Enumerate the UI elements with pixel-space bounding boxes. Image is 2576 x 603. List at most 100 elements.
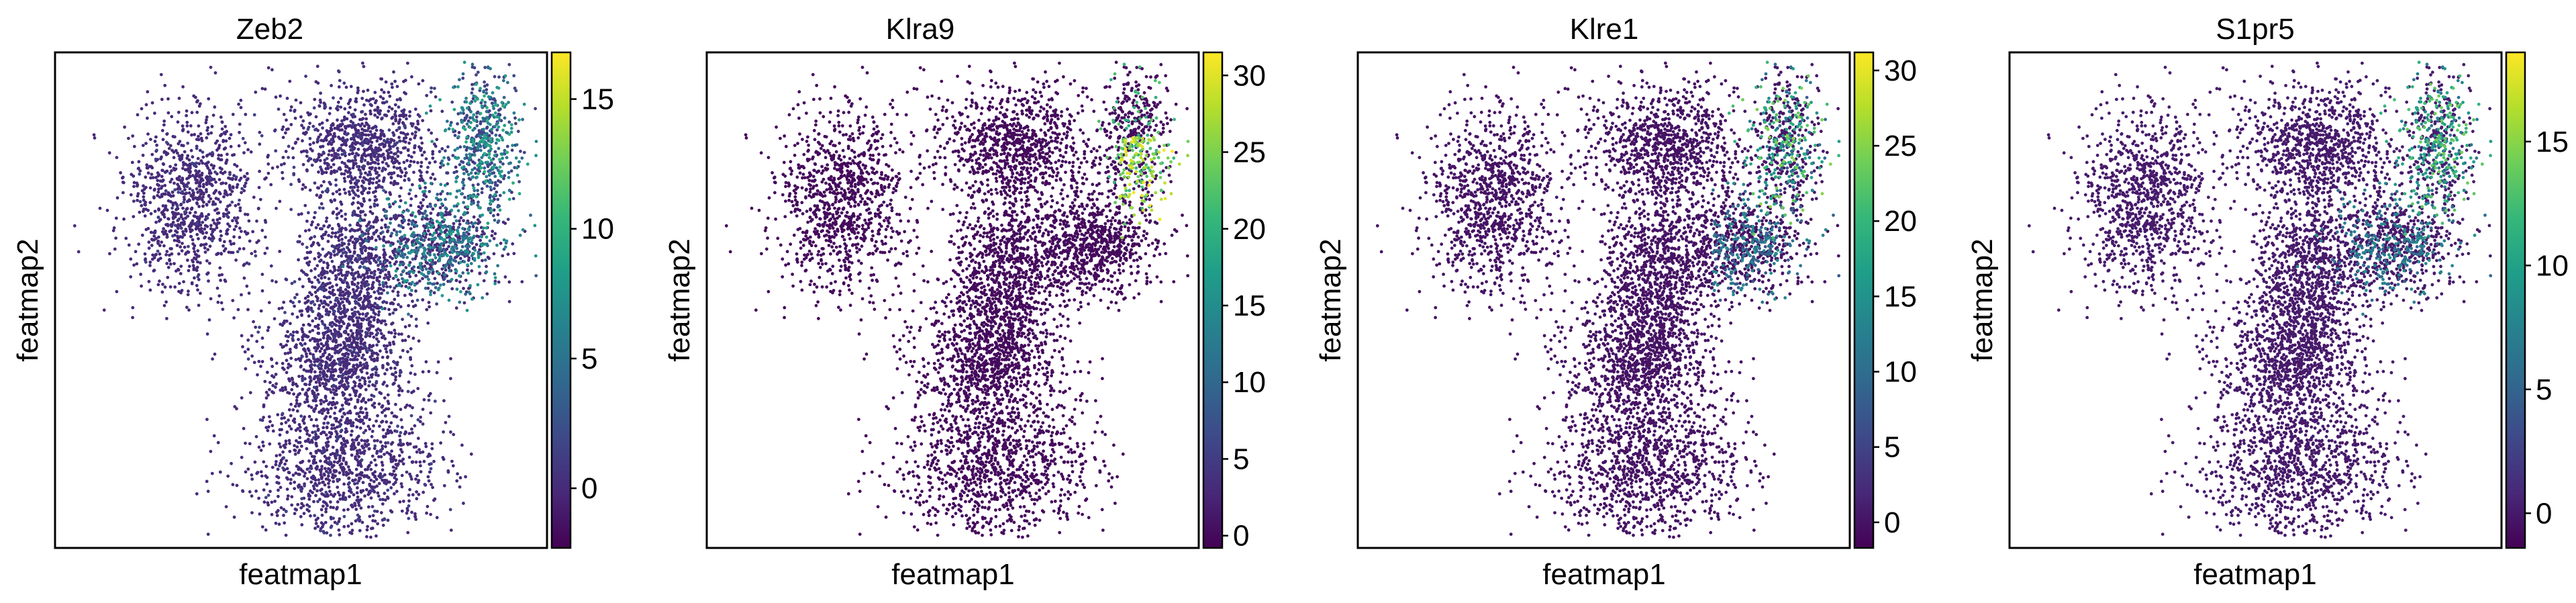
scatter-point (348, 410, 352, 413)
scatter-point (409, 371, 413, 375)
scatter-point (405, 511, 409, 515)
scatter-point (485, 292, 489, 296)
scatter-point (344, 191, 347, 195)
scatter-point (242, 263, 246, 267)
scatter-point (258, 197, 262, 201)
scatter-point (289, 347, 292, 351)
scatter-point (391, 85, 394, 89)
scatter-point (407, 499, 411, 503)
scatter-point (361, 300, 365, 304)
scatter-point (320, 492, 324, 496)
scatter-point (157, 183, 161, 187)
scatter-point (297, 179, 301, 183)
scatter-point (404, 285, 408, 288)
scatter-point (345, 246, 349, 249)
scatter-point (355, 473, 358, 477)
scatter-point (396, 278, 400, 282)
scatter-point (168, 285, 172, 289)
scatter-point (206, 132, 210, 136)
scatter-point (317, 410, 321, 414)
scatter-point (346, 138, 349, 142)
scatter-point (334, 340, 338, 344)
scatter-point (293, 487, 297, 490)
scatter-point (287, 424, 291, 428)
scatter-point (281, 361, 285, 365)
scatter-point (221, 212, 226, 216)
scatter-point (348, 229, 352, 233)
scatter-point (342, 322, 346, 326)
scatter-point (340, 369, 344, 373)
scatter-point (317, 274, 321, 277)
scatter-point (406, 530, 410, 535)
scatter-point (349, 85, 353, 89)
scatter-point (146, 132, 150, 136)
scatter-point (205, 332, 209, 336)
scatter-point (181, 167, 185, 171)
scatter-point (185, 207, 189, 210)
scatter-point (427, 128, 431, 132)
scatter-point (336, 485, 340, 489)
scatter-point (493, 232, 497, 236)
scatter-point (373, 316, 377, 320)
scatter-point (317, 152, 321, 156)
scatter-point (436, 281, 439, 285)
scatter-point (162, 227, 166, 230)
scatter-point (187, 269, 191, 273)
scatter-point (328, 415, 332, 418)
scatter-point (224, 247, 228, 250)
scatter-point (424, 157, 428, 161)
scatter-point (309, 112, 312, 116)
scatter-point (292, 173, 296, 177)
scatter-point (336, 297, 340, 300)
scatter-point (281, 128, 284, 132)
scatter-point (376, 109, 380, 113)
scatter-point (288, 79, 292, 83)
scatter-point (236, 216, 240, 220)
scatter-point (366, 153, 370, 157)
scatter-point (393, 332, 397, 335)
scatter-point (296, 240, 300, 244)
scatter-point (231, 177, 234, 181)
scatter-point (129, 257, 133, 261)
scatter-point (370, 454, 375, 458)
scatter-point (380, 77, 384, 81)
scatter-point (387, 425, 391, 428)
scatter-point (487, 257, 491, 261)
scatter-point (362, 129, 366, 132)
scatter-point (288, 449, 292, 453)
scatter-point (365, 148, 369, 152)
scatter-point (311, 328, 315, 332)
scatter-point (260, 289, 264, 293)
scatter-point (198, 181, 201, 185)
scatter-point (355, 179, 358, 183)
scatter-point (356, 495, 360, 499)
scatter-point (228, 224, 232, 228)
scatter-point (481, 259, 484, 263)
scatter-point (191, 264, 195, 267)
scatter-point (247, 262, 251, 266)
scatter-point (289, 427, 293, 431)
scatter-point (417, 82, 421, 86)
scatter-point (393, 476, 397, 479)
scatter-point (239, 99, 243, 102)
scatter-point (308, 338, 312, 342)
scatter-point (354, 213, 358, 217)
scatter-point (196, 156, 200, 160)
scatter-point (289, 477, 293, 481)
scatter-point (356, 89, 360, 93)
scatter-point (72, 224, 77, 228)
scatter-point (286, 494, 290, 498)
scatter-point (275, 206, 278, 210)
scatter-point (339, 418, 343, 422)
scatter-point (304, 426, 308, 430)
scatter-point (327, 481, 330, 485)
scatter-point (189, 148, 193, 152)
scatter-point (362, 422, 366, 425)
scatter-point (392, 133, 396, 137)
scatter-point (172, 181, 176, 185)
scatter-point (311, 285, 314, 289)
scatter-point (336, 236, 340, 240)
scatter-point (257, 445, 261, 449)
scatter-point (317, 332, 321, 335)
scatter-point (174, 212, 178, 216)
